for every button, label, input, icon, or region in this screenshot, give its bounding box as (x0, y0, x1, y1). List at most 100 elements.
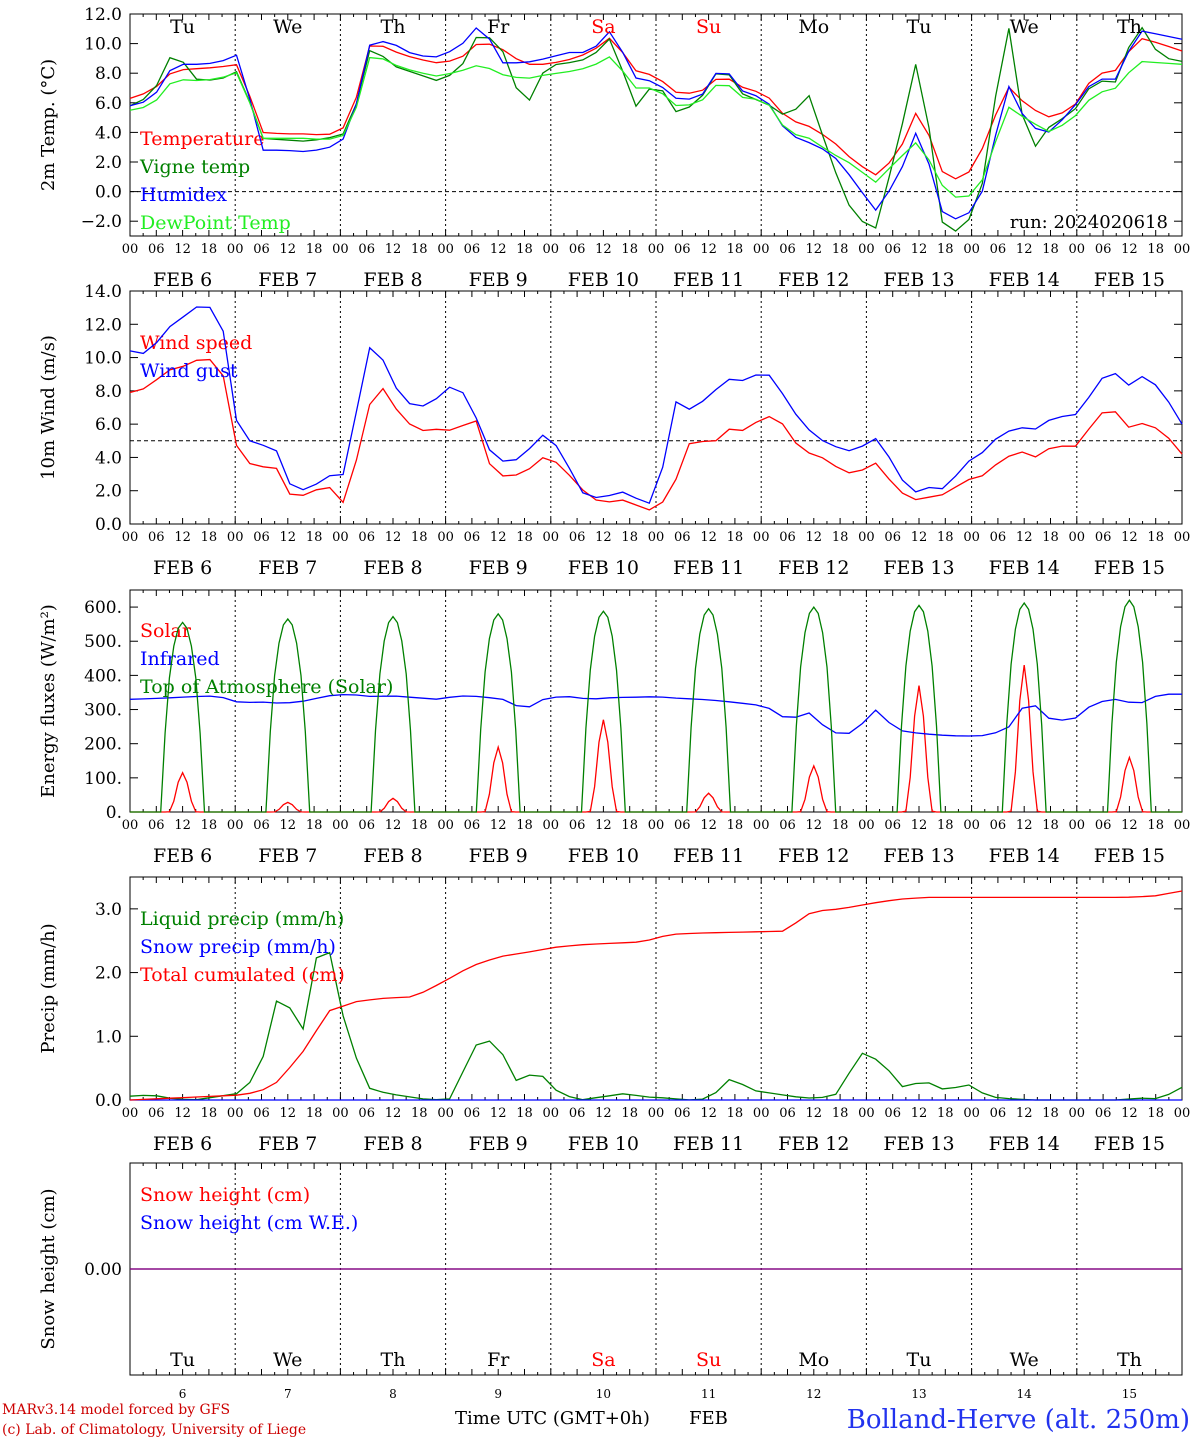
hour-label: 18 (727, 242, 744, 257)
hour-label: 06 (674, 530, 691, 545)
date-label: FEB 13 (883, 557, 954, 579)
hour-label: 18 (832, 818, 849, 833)
hour-label: 18 (411, 818, 428, 833)
hour-label: 12 (280, 530, 297, 545)
hour-label: 12 (911, 530, 928, 545)
hour-label: 18 (201, 530, 218, 545)
hour-label: 00 (1174, 818, 1191, 833)
date-label: FEB 7 (258, 1133, 317, 1155)
date-label: FEB 9 (469, 557, 528, 579)
weekday-label: Tu (907, 16, 932, 38)
hour-label: 18 (727, 818, 744, 833)
y-axis-label: Energy fluxes (W/m²) (38, 604, 59, 798)
y-tick-label: 2.0 (95, 964, 122, 984)
hour-label: 12 (595, 818, 612, 833)
hour-label: 12 (911, 818, 928, 833)
hour-label: 06 (358, 1106, 375, 1121)
hour-label: 00 (963, 1106, 980, 1121)
hour-label: 18 (1042, 530, 1059, 545)
hour-label: 18 (411, 242, 428, 257)
hour-label: 00 (437, 1106, 454, 1121)
y-tick-label: 0. (106, 803, 122, 823)
weekday-label: We (273, 16, 302, 38)
hour-label: 18 (621, 530, 638, 545)
panel-3: 0. 100. 200. 300. 400. 500. 600. Energy fluxes … (38, 589, 1191, 867)
hour-label: 18 (306, 242, 323, 257)
hour-label: 06 (464, 1106, 481, 1121)
hour-label: 12 (806, 242, 823, 257)
hour-label: 12 (1121, 530, 1138, 545)
y-tick-label: 10.0 (84, 35, 122, 55)
hour-label: 18 (832, 1106, 849, 1121)
hour-label: 12 (174, 818, 191, 833)
hour-label: 06 (1095, 242, 1112, 257)
day-number-label: 14 (1017, 1387, 1033, 1401)
date-label: FEB 14 (989, 269, 1060, 291)
legend-entry: Humidex (140, 184, 227, 206)
weekday-label: Su (696, 1349, 721, 1371)
hour-label: 00 (332, 1106, 349, 1121)
hour-label: 06 (253, 818, 270, 833)
weekday-label: Th (381, 16, 406, 38)
date-label: FEB 6 (153, 269, 212, 291)
hour-label: 00 (963, 530, 980, 545)
hour-label: 12 (385, 530, 402, 545)
y-axis-label: 2m Temp. (°C) (38, 59, 59, 191)
weekday-label: Su (696, 16, 721, 38)
legend-entry: DewPoint Temp (140, 212, 291, 234)
hour-label: 12 (490, 530, 507, 545)
legend-entry: Temperature (140, 128, 264, 150)
y-tick-label: 400. (84, 666, 122, 686)
legend-entry: Wind gust (140, 360, 238, 382)
x-axis-title: Time UTC (GMT+0h) (455, 1408, 650, 1429)
legend-entry: Snow precip (mm/h) (140, 936, 336, 958)
hour-label: 00 (648, 242, 665, 257)
date-label: FEB 8 (363, 269, 422, 291)
hour-label: 12 (280, 242, 297, 257)
hour-label: 18 (411, 1106, 428, 1121)
date-label: FEB 10 (568, 845, 639, 867)
hour-label: 00 (753, 818, 770, 833)
hour-label: 12 (174, 242, 191, 257)
day-number-label: 11 (701, 1387, 716, 1401)
hour-label: 12 (700, 818, 717, 833)
hour-label: 12 (1016, 530, 1033, 545)
hour-label: 06 (358, 530, 375, 545)
legend-entry: Snow height (cm) (140, 1184, 310, 1206)
station-name: Bolland-Herve (alt. 250m) (847, 1405, 1190, 1435)
hour-label: 12 (1121, 242, 1138, 257)
y-tick-label: 4.0 (95, 123, 122, 143)
hour-label: 12 (700, 530, 717, 545)
date-label: FEB 6 (153, 557, 212, 579)
hour-label: 06 (569, 242, 586, 257)
hour-label: 00 (437, 530, 454, 545)
panel-1: −2.0 0.0 2.0 4.0 6.0 8.0 10.0 12.0 2m Temp. (°C)… (38, 5, 1190, 291)
hour-label: 00 (122, 818, 139, 833)
date-label: FEB 7 (258, 845, 317, 867)
y-tick-label: 12.0 (84, 315, 122, 335)
hour-label: 06 (569, 818, 586, 833)
hour-label: 06 (148, 818, 165, 833)
hour-label: 18 (516, 1106, 533, 1121)
legend-entry: Liquid precip (mm/h) (140, 908, 344, 930)
series-line-temperature (129, 37, 1183, 180)
hour-label: 00 (543, 1106, 560, 1121)
date-label: FEB 14 (989, 845, 1060, 867)
series-line-liquid-precip-mm-h- (129, 951, 1183, 1101)
hour-label: 06 (464, 242, 481, 257)
y-tick-label: 0.0 (95, 1091, 122, 1111)
hour-label: 06 (1095, 530, 1112, 545)
panel-5: 0.00 Snow height (cm) Snow height (cm) Snow… (38, 1162, 1183, 1376)
hour-label: 12 (700, 1106, 717, 1121)
date-label: FEB 15 (1094, 845, 1165, 867)
hour-label: 00 (1174, 530, 1191, 545)
y-tick-label: −2.0 (81, 212, 122, 232)
hour-label: 06 (1095, 818, 1112, 833)
hour-label: 00 (858, 242, 875, 257)
hour-label: 00 (753, 1106, 770, 1121)
hour-label: 00 (332, 242, 349, 257)
y-tick-label: 2.0 (95, 482, 122, 502)
legend-entry: Vigne temp (139, 156, 250, 178)
hour-label: 18 (201, 242, 218, 257)
